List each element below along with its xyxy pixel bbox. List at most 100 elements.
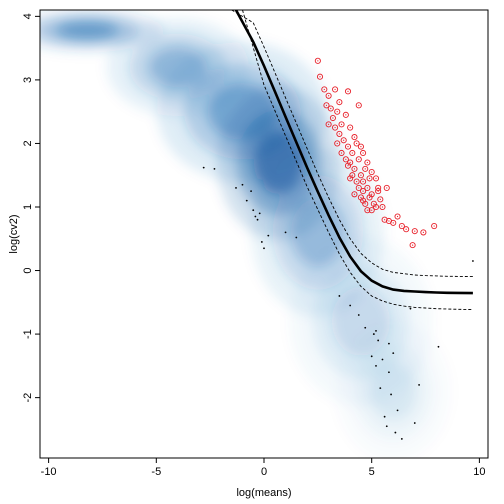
sparse-point (400, 438, 403, 440)
fit-curve-line (234, 10, 473, 295)
sparse-point (364, 326, 367, 329)
sparse-point (437, 345, 440, 348)
y-tick-label: 0 (22, 267, 34, 273)
highlighted-point (351, 191, 358, 198)
highlighted-point (357, 172, 364, 179)
highlighted-point (342, 156, 349, 163)
density-region (369, 362, 417, 420)
highlighted-point (336, 130, 343, 137)
sparse-point (258, 212, 261, 215)
highlighted-point (403, 226, 410, 233)
highlighted-point (368, 207, 375, 214)
sparse-point (263, 247, 265, 250)
sparse-point (252, 209, 255, 212)
highlighted-point (364, 207, 371, 214)
highlighted-point (360, 149, 367, 157)
highlighted-point (336, 99, 343, 106)
highlighted-point (355, 102, 362, 109)
highlighted-point (394, 213, 401, 220)
highlighted-point (323, 102, 330, 109)
sparse-point (388, 371, 390, 374)
sparse-point (472, 260, 474, 262)
highlighted-point (338, 149, 345, 157)
density-cloud (40, 10, 432, 439)
highlighted-point (366, 194, 373, 201)
highlighted-point (362, 165, 369, 172)
highlighted-point (349, 149, 356, 157)
x-tick-label: -5 (151, 466, 161, 478)
sparse-point (388, 342, 390, 345)
y-tick-label: 3 (22, 77, 34, 83)
highlighted-point (334, 140, 341, 147)
highlighted-point (385, 217, 392, 225)
sparse-point (254, 215, 257, 218)
sparse-point (381, 358, 384, 361)
highlighted-point (377, 196, 384, 203)
highlighted-point (325, 121, 332, 128)
highlighted-point (347, 175, 354, 182)
sparse-point (295, 236, 298, 239)
highlighted-point (344, 162, 352, 169)
sparse-point (267, 234, 270, 237)
density-region (331, 287, 390, 356)
x-tick-label: 0 (261, 466, 267, 478)
highlighted-point (411, 228, 418, 235)
highlighted-point (334, 108, 341, 115)
sparse-point (213, 167, 216, 170)
highlighted-point (383, 184, 390, 191)
sparse-point (413, 422, 416, 424)
y-tick-label: -2 (22, 393, 34, 403)
sparse-point (394, 431, 397, 434)
sparse-point (385, 425, 388, 428)
sparse-point (396, 409, 399, 412)
highlighted-point (360, 197, 367, 204)
highlighted-point (355, 184, 362, 191)
density-region (56, 21, 119, 39)
highlighted-point (366, 175, 373, 182)
sparse-point (418, 384, 420, 386)
sparse-point (256, 218, 259, 221)
highlighted-point (360, 188, 367, 195)
highlighted-point (351, 134, 358, 141)
y-axis-label: log(cv2) (8, 214, 20, 253)
sparse-point (372, 333, 375, 335)
highlighted-point (409, 242, 416, 249)
highlighted-point (332, 124, 339, 131)
highlighted-point (360, 178, 367, 185)
highlighted-point (375, 188, 382, 195)
highlighted-point (398, 223, 405, 230)
sparse-point (235, 187, 237, 189)
highlighted-point (316, 73, 324, 80)
highlighted-point (420, 229, 427, 236)
sparse-point (260, 241, 263, 243)
highlighted-point (353, 178, 360, 185)
highlighted-point (342, 111, 349, 118)
fit-curves (231, 10, 473, 311)
highlighted-point (381, 216, 388, 223)
highlighted-point (357, 143, 364, 150)
highlighted-point (332, 86, 339, 93)
highlighted-point (325, 92, 332, 99)
y-tick-label: -1 (22, 329, 34, 339)
sparse-point (377, 339, 380, 342)
sparse-point (383, 415, 386, 418)
y-tick-label: 4 (22, 13, 34, 19)
x-tick-label: -10 (41, 466, 57, 478)
highlighted-point (364, 159, 371, 166)
highlighted-point (372, 203, 380, 211)
highlighted-point (340, 137, 347, 144)
highlighted-point (379, 203, 386, 211)
highlighted-point (431, 223, 438, 230)
highlighted-point (347, 124, 354, 131)
highlighted-point (368, 168, 375, 176)
sparse-point (357, 314, 360, 316)
sparse-point (370, 355, 373, 358)
y-tick-label: 2 (22, 140, 34, 146)
highlighted-point (344, 88, 352, 95)
highlighted-point (329, 114, 336, 122)
highlighted-point (355, 156, 362, 163)
upper-band-line (231, 10, 473, 278)
sparse-point (241, 183, 244, 186)
